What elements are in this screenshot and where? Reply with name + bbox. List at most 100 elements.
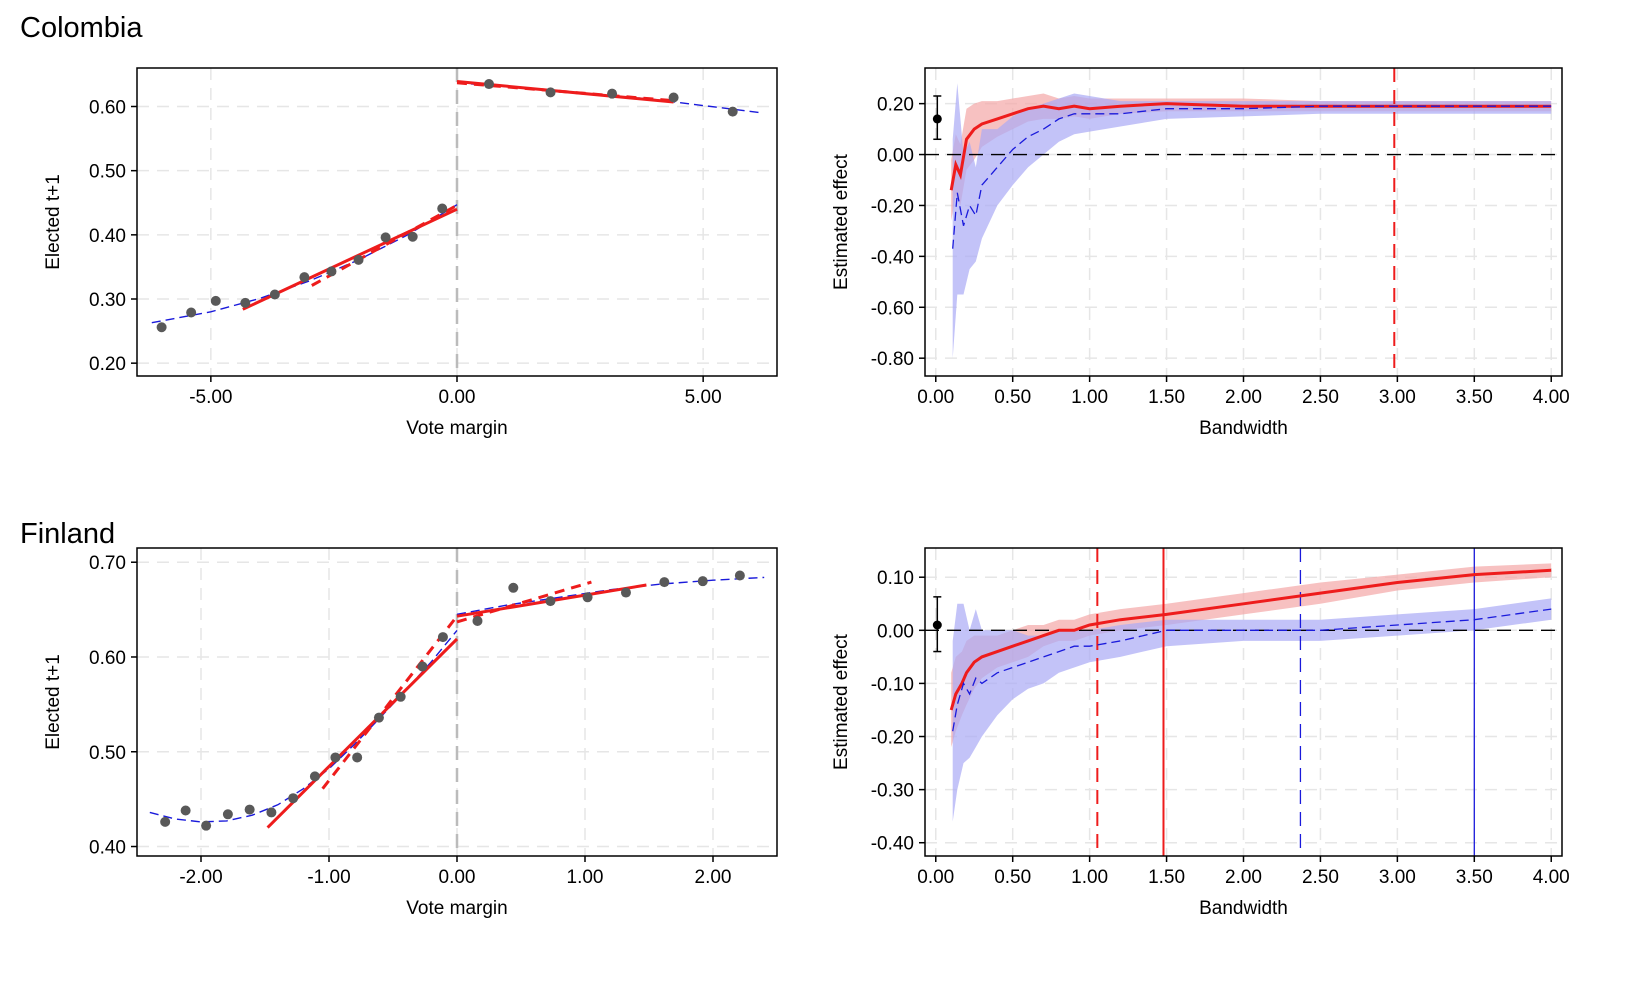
y-axis-title: Estimated effect [831, 633, 852, 770]
data-point [326, 266, 337, 277]
y-tick-label: 0.50 [89, 743, 126, 764]
data-point [472, 615, 483, 626]
y-axis-title: Elected t+1 [43, 174, 64, 270]
x-tick-label: 2.00 [1225, 867, 1262, 888]
data-point [582, 592, 593, 603]
data-point [668, 92, 679, 103]
y-tick-label: 0.20 [877, 95, 914, 116]
x-tick-label: 0.50 [994, 387, 1031, 408]
data-point [545, 87, 556, 98]
x-axis-title: Bandwidth [1199, 898, 1288, 919]
data-point [160, 816, 171, 827]
fit-line-blue-dashed [149, 629, 458, 823]
y-tick-label: 0.50 [89, 162, 126, 183]
data-point [201, 820, 212, 831]
x-tick-label: 1.50 [1148, 387, 1185, 408]
y-tick-label: -0.80 [871, 349, 914, 370]
data-point [330, 752, 341, 763]
y-tick-label: 0.30 [89, 290, 126, 311]
point-estimate-dot [932, 620, 942, 630]
y-tick-label: -0.10 [871, 674, 914, 695]
charts-group: -5.00 0.00 5.00 0.20 0.30 0.40 0.50 0.60 Vote ma… [43, 67, 1570, 919]
fit-line-red-dashed [456, 580, 592, 624]
x-tick-label: 0.50 [994, 867, 1031, 888]
x-tick-label: 0.00 [439, 867, 476, 888]
y-tick-label: 0.60 [89, 98, 126, 119]
data-point [244, 804, 255, 815]
finland-rd-chart: -2.00 -1.00 0.00 1.00 2.00 0.40 0.50 0.60 0.70 Vo… [43, 547, 778, 919]
data-point [727, 106, 738, 117]
confidence-band-blue-dashed [952, 83, 1552, 359]
y-tick-label: 0.40 [89, 226, 126, 247]
x-axis-title: Bandwidth [1199, 418, 1288, 439]
data-point [395, 691, 406, 702]
colombia-title: Colombia [20, 12, 143, 44]
x-tick-label: 4.00 [1533, 867, 1570, 888]
y-tick-label: 0.40 [89, 838, 126, 859]
colombia-bandwidth-chart: 0.00 0.50 1.00 1.50 2.00 2.50 3.00 3.50 4.00 -0.8… [831, 67, 1570, 439]
x-tick-label: -2.00 [179, 867, 222, 888]
data-point [545, 596, 556, 607]
x-tick-label: 0.00 [917, 387, 954, 408]
y-tick-label: 0.00 [877, 146, 914, 167]
data-point [186, 307, 197, 318]
x-tick-label: 0.00 [917, 867, 954, 888]
data-point [484, 79, 494, 90]
x-axis-title: Vote margin [406, 418, 507, 439]
data-point [437, 632, 448, 643]
data-point [607, 88, 618, 99]
y-tick-label: 0.70 [89, 553, 126, 574]
data-point [156, 322, 167, 333]
y-axis-title: Elected t+1 [43, 654, 64, 750]
data-point [180, 805, 191, 816]
data-point [222, 809, 233, 820]
fit-line-blue-dashed [151, 204, 458, 324]
confidence-band-red-solid [951, 563, 1552, 748]
data-point [417, 661, 428, 672]
x-tick-label: 1.50 [1148, 867, 1185, 888]
x-tick-label: 1.00 [1071, 387, 1108, 408]
x-tick-label: 3.00 [1379, 387, 1416, 408]
y-tick-label: -0.60 [871, 298, 914, 319]
data-point [380, 232, 391, 243]
point-estimate-dot [932, 114, 942, 124]
y-tick-label: 0.20 [89, 354, 126, 375]
data-point [437, 203, 448, 214]
x-tick-label: 3.00 [1379, 867, 1416, 888]
y-tick-label: -0.20 [871, 196, 914, 217]
x-tick-label: 2.50 [1302, 387, 1339, 408]
data-point [407, 231, 418, 242]
data-point [210, 295, 221, 306]
confidence-band-blue-dashed [952, 598, 1552, 822]
data-point [697, 576, 708, 587]
x-tick-label: 2.00 [695, 867, 732, 888]
x-tick-label: 4.00 [1533, 387, 1570, 408]
data-point [299, 272, 310, 283]
data-point [620, 587, 631, 598]
x-tick-label: 5.00 [685, 387, 722, 408]
estimate-line-blue-dashed [952, 105, 1552, 249]
x-tick-label: 2.00 [1225, 387, 1262, 408]
fit-line-red-dashed [311, 203, 458, 287]
data-point [508, 582, 519, 593]
y-tick-label: -0.40 [871, 834, 914, 855]
data-point [266, 807, 277, 818]
data-point [309, 771, 320, 782]
data-point [240, 297, 251, 308]
data-point [269, 289, 280, 300]
estimate-line-red-solid [949, 568, 1552, 711]
y-tick-label: 0.10 [877, 568, 914, 589]
colombia-rd-chart: -5.00 0.00 5.00 0.20 0.30 0.40 0.50 0.60 Vote ma… [43, 67, 778, 439]
finland-title: Finland [20, 518, 115, 550]
fit-line-red-dashed [321, 615, 459, 790]
x-axis-title: Vote margin [406, 898, 507, 919]
x-tick-label: -5.00 [189, 387, 232, 408]
y-tick-label: -0.40 [871, 247, 914, 268]
x-tick-label: 3.50 [1456, 387, 1493, 408]
x-tick-label: 3.50 [1456, 867, 1493, 888]
y-tick-label: -0.20 [871, 728, 914, 749]
x-tick-label: 1.00 [567, 867, 604, 888]
data-point [353, 254, 364, 265]
data-point [288, 793, 299, 804]
